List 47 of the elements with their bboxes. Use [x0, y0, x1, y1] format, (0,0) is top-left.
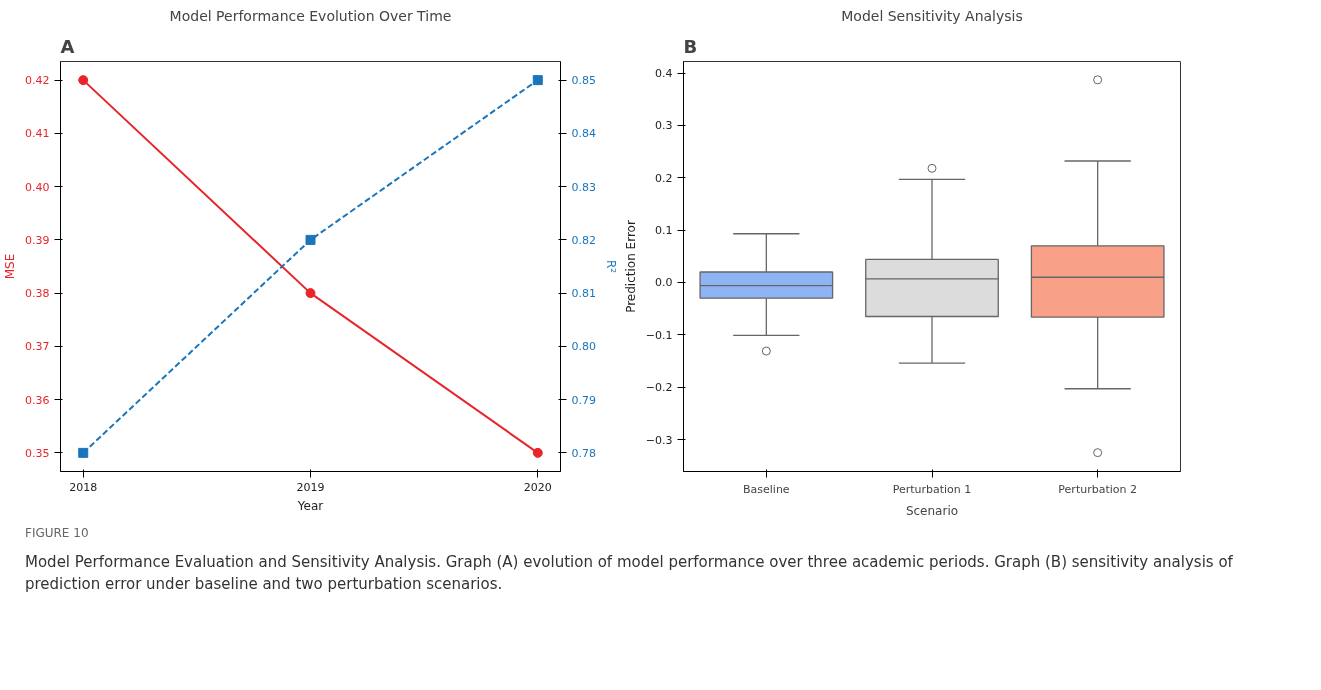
- x-axis-title: Year: [296, 498, 324, 513]
- y-tick-label: −0.3: [645, 433, 673, 447]
- y2-tick-label: 0.82: [571, 233, 596, 247]
- y-tick-label: 0.3: [655, 119, 673, 133]
- y-tick-label: 0.4: [655, 67, 673, 81]
- y-tick-label: 0.39: [25, 233, 50, 247]
- y2-tick-label: 0.78: [571, 446, 596, 460]
- y-axis-title: MSE: [3, 253, 18, 280]
- y-axis-title: Prediction Error: [623, 220, 638, 313]
- text: Model Performance Evaluation and Sensitivity Analysis. Graph (A) evolution of model performance over three academic periods. Graph (B) sensitivity analysis of prediction error under baseline and two perturbation scenarios.: [25, 552, 1234, 595]
- y2-tick-label: 0.85: [571, 74, 596, 88]
- point: [305, 234, 316, 245]
- y-tick-label: 0.38: [25, 287, 50, 301]
- x-tick-label: Perturbation 2: [1058, 482, 1137, 496]
- y2-tick-label: 0.81: [571, 287, 596, 301]
- point: [78, 75, 89, 86]
- chart-title: Model Performance Evolution Over Time: [169, 7, 452, 24]
- y-tick-label: 0.0: [655, 276, 673, 290]
- y2-tick-label: 0.80: [571, 340, 596, 354]
- y2-tick-label: 0.84: [571, 127, 596, 141]
- text: B: [683, 35, 698, 57]
- text: A: [60, 35, 75, 57]
- y2-axis-title: R²: [603, 259, 618, 274]
- caption: FIGURE 10: [25, 525, 89, 542]
- y-tick-label: 0.41: [25, 127, 50, 141]
- x-tick-label: 2019: [296, 480, 325, 494]
- y-tick-label: −0.2: [645, 381, 673, 395]
- point: [532, 447, 543, 458]
- y-tick-label: 0.36: [25, 393, 50, 407]
- y-tick-label: 0.35: [25, 446, 50, 460]
- point: [532, 75, 543, 86]
- x-tick-label: 2020: [523, 480, 552, 494]
- y2-tick-label: 0.83: [571, 180, 596, 194]
- x-tick-label: Baseline: [743, 482, 790, 496]
- y-tick-label: 0.2: [655, 171, 673, 185]
- x-tick-label: 2018: [69, 480, 98, 494]
- x-tick-label: Perturbation 1: [892, 482, 972, 496]
- y-tick-label: 0.40: [25, 180, 50, 194]
- point: [305, 288, 316, 299]
- y-tick-label: 0.1: [655, 224, 673, 238]
- point: [78, 447, 89, 458]
- y-tick-label: 0.42: [25, 74, 50, 88]
- x-axis-title: Scenario: [905, 503, 959, 518]
- y-tick-label: 0.37: [25, 340, 50, 354]
- chart-title: Model Sensitivity Analysis: [841, 7, 1023, 24]
- y-tick-label: −0.1: [645, 328, 673, 342]
- y2-tick-label: 0.79: [571, 393, 596, 407]
